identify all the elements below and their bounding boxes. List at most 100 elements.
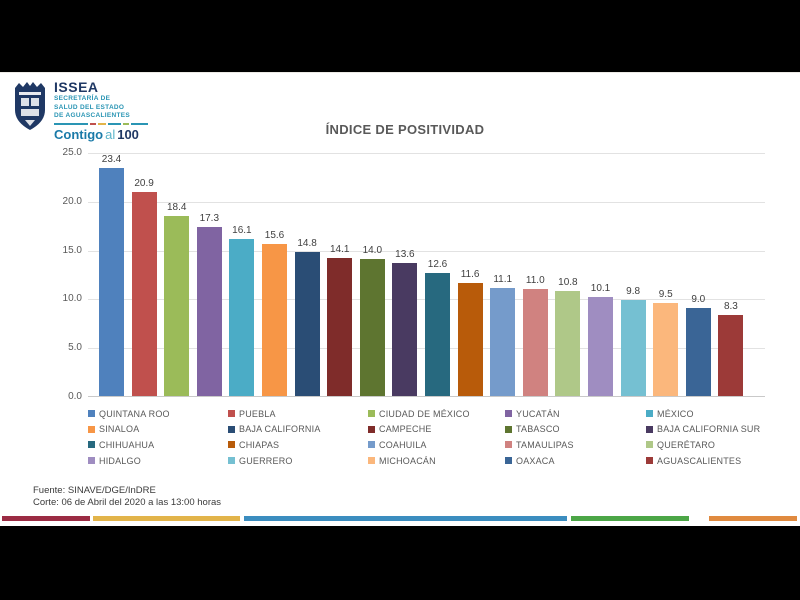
chart-legend: QUINTANA ROO PUEBLA CIUDAD DE MÉXICO YUCATÁ… — [88, 406, 778, 468]
legend-item-guerrero: GUERRERO — [228, 453, 368, 469]
bar-méxico — [229, 238, 255, 396]
bar-oaxaca — [685, 308, 711, 396]
stripe-segment — [244, 516, 567, 521]
legend-item-quintana-roo: QUINTANA ROO — [88, 406, 228, 422]
bar-baja-california-sur — [392, 263, 418, 396]
bar-guerrero — [620, 300, 646, 396]
bar-baja-california — [294, 251, 320, 396]
legend-label: TABASCO — [516, 424, 560, 435]
legend-item-oaxaca: OAXACA — [505, 453, 646, 469]
logo-sub-2: SALUD DEL ESTADO — [54, 103, 125, 111]
bar-value-label: 10.1 — [590, 283, 611, 295]
legend-item-puebla: PUEBLA — [228, 406, 368, 422]
y-tick-label: 15.0 — [62, 244, 82, 256]
bar-michoacán — [653, 303, 679, 396]
legend-marker — [505, 441, 512, 449]
legend-marker — [228, 457, 235, 465]
bar-value-label: 12.6 — [427, 259, 448, 271]
bar-tamaulipas — [522, 288, 548, 396]
y-tick-label: 20.0 — [62, 195, 82, 207]
logo-divider-segment — [123, 122, 129, 125]
legend-item-sinaloa: SINALOA — [88, 422, 228, 438]
gridline — [88, 250, 765, 252]
bar-value-label: 9.5 — [658, 289, 673, 301]
legend-item-tamaulipas: TAMAULIPAS — [505, 437, 646, 453]
issea-crest-icon — [15, 82, 45, 130]
bar-value-label: 9.0 — [691, 294, 706, 306]
y-tick-label: 10.0 — [62, 293, 82, 305]
bar-value-label: 11.0 — [525, 274, 545, 286]
bar-ciudad-de-méxico — [164, 216, 190, 396]
legend-item-chihuahua: CHIHUAHUA — [88, 437, 228, 453]
bar-quintana-roo — [99, 167, 124, 396]
bar-value-label: 8.3 — [723, 301, 738, 312]
bar-value-label: 13.6 — [395, 249, 415, 261]
bar-aguascalientes — [718, 315, 744, 396]
chart-title: ÍNDICE DE POSITIVIDAD — [325, 122, 485, 137]
legend-item-méxico: MÉXICO — [646, 406, 778, 422]
bar-hidalgo — [588, 297, 613, 396]
bar-chiapas — [457, 282, 483, 396]
logo-divider-segment — [54, 122, 89, 125]
legend-marker — [88, 425, 95, 433]
bar-value-label: 14.8 — [297, 237, 317, 249]
legend-item-querétaro: QUERÉTARO — [646, 437, 778, 453]
slogan-al: al — [105, 126, 116, 142]
legend-label: BAJA CALIFORNIA SUR — [657, 424, 761, 435]
slogan-contigo: Contigo — [54, 126, 104, 142]
legend-marker — [88, 410, 95, 418]
y-tick-label: 5.0 — [68, 342, 82, 354]
logo-divider — [54, 122, 150, 125]
bar-puebla — [131, 192, 157, 396]
legend-item-baja-california-sur: BAJA CALIFORNIA SUR — [646, 422, 778, 438]
legend-marker — [368, 425, 375, 433]
stripe-segment — [709, 516, 797, 521]
legend-label: MICHOACÁN — [379, 455, 436, 466]
stripe-segment — [93, 516, 240, 521]
bar-value-label: 14.0 — [362, 245, 383, 257]
bar-campeche — [327, 258, 353, 396]
legend-label: SINALOA — [99, 424, 140, 435]
legend-item-coahuila: COAHUILA — [368, 437, 505, 453]
legend-label: COAHUILA — [379, 439, 427, 450]
legend-label: CAMPECHE — [379, 424, 432, 435]
legend-item-aguascalientes: AGUASCALIENTES — [646, 453, 778, 469]
legend-label: CIUDAD DE MÉXICO — [379, 408, 470, 419]
slogan-100: 100 — [117, 126, 139, 142]
logo-divider-segment — [90, 122, 97, 125]
bar-value-label: 15.6 — [264, 229, 285, 241]
legend-label: TAMAULIPAS — [516, 439, 574, 450]
logo-divider-segment — [107, 122, 122, 125]
footer-source: Fuente: SINAVE/DGE/InDRE — [33, 485, 156, 496]
logo-divider-segment — [98, 122, 106, 125]
legend-item-yucatán: YUCATÁN — [505, 406, 646, 422]
issea-logo: ISSEA SECRETARÍA DE SALUD DEL ESTADO DE … — [12, 80, 150, 141]
logo-sub-1: SECRETARÍA DE — [54, 95, 111, 102]
footer-cutoff: Corte: 06 de Abril del 2020 a las 13:00 … — [33, 497, 222, 508]
bar-value-label: 16.1 — [232, 224, 252, 236]
footer: Fuente: SINAVE/DGE/InDRE Corte: 06 de Ab… — [33, 485, 221, 509]
bar-value-label: 23.4 — [101, 153, 122, 165]
legend-marker — [228, 441, 235, 449]
logo-divider-segment — [130, 122, 149, 125]
legend-marker — [368, 457, 375, 465]
legend-label: HIDALGO — [99, 455, 141, 466]
legend-marker — [646, 441, 653, 449]
bar-value-label: 20.9 — [134, 178, 154, 190]
legend-item-chiapas: CHIAPAS — [228, 437, 368, 453]
legend-item-michoacán: MICHOACÁN — [368, 453, 505, 469]
bottom-stripe — [0, 516, 800, 522]
legend-item-ciudad-de-méxico: CIUDAD DE MÉXICO — [368, 406, 505, 422]
gridline — [88, 201, 765, 203]
legend-marker — [505, 457, 512, 465]
slide: ISSEA SECRETARÍA DE SALUD DEL ESTADO DE … — [0, 72, 800, 526]
legend-label: QUERÉTARO — [657, 439, 716, 450]
legend-marker — [88, 457, 95, 465]
logo-text: ISSEA SECRETARÍA DE SALUD DEL ESTADO DE … — [54, 80, 150, 141]
legend-label: BAJA CALIFORNIA — [239, 424, 321, 435]
stripe-segment — [2, 516, 90, 521]
legend-marker — [228, 410, 235, 418]
bar-querétaro — [555, 290, 581, 396]
legend-label: MÉXICO — [657, 408, 694, 419]
